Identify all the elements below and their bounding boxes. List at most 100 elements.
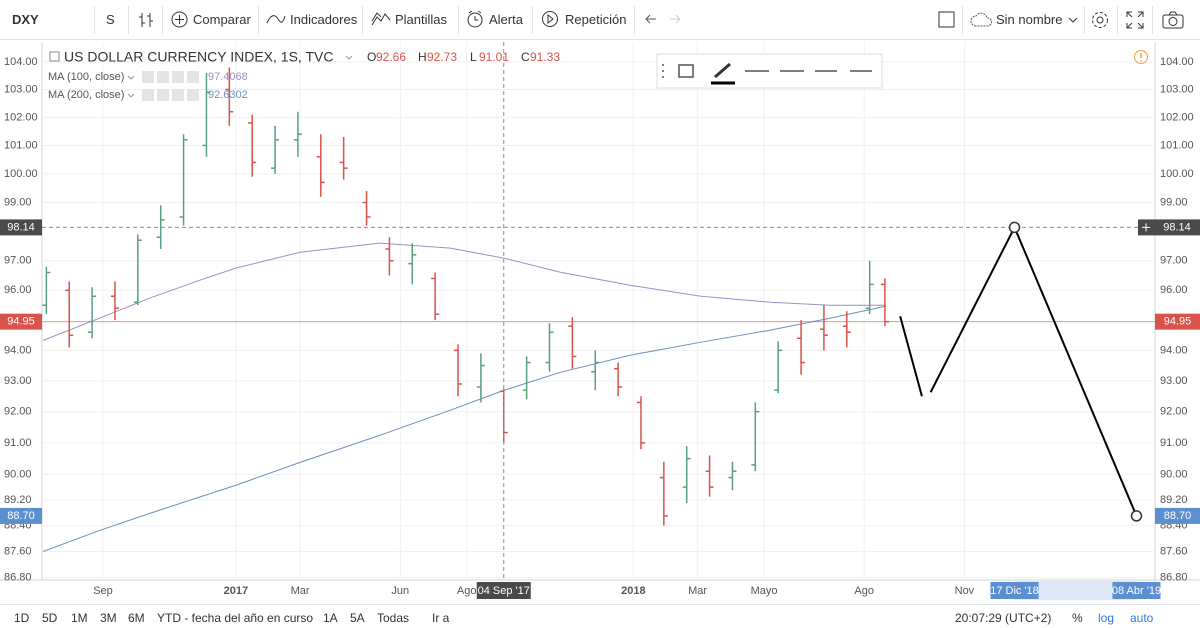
x-tick-label: Jun [391,585,409,597]
study-control [142,71,154,83]
study-caret [127,93,135,98]
x-tick-label: Mar [291,585,310,597]
drawing-time-label: 08 Abr '19 [1112,585,1161,597]
cloud-icon[interactable] [970,12,994,28]
snapshot-icon[interactable] [1162,11,1184,29]
range-button[interactable]: 6M [128,611,145,625]
study-control [172,89,184,101]
drawing-toolbar-icons [662,64,872,78]
drawing-time-box [990,582,1039,599]
legend-letter: C [521,50,530,64]
alert-badge [1134,50,1148,64]
undo-redo[interactable] [644,13,684,25]
y-tick-label: 86.80 [1160,572,1188,584]
fullscreen-toggle[interactable] [938,11,955,28]
y-tick-label-left: 86.80 [4,572,32,584]
drawing-price-label: 88.70 [7,510,35,522]
x-tick-label: Mar [688,585,707,597]
last-price-label: 94.95 [1164,316,1192,328]
y-tick-label-left: 101.00 [4,139,38,151]
y-tick-label-left: 102.00 [4,111,38,123]
range-button[interactable]: 1A [323,611,338,625]
replay-icon[interactable] [541,10,559,28]
replay-button[interactable]: Repetición [565,12,627,27]
study-name: MA (200, close) [48,89,124,101]
layout-name[interactable]: Sin nombre [996,12,1063,27]
symbol[interactable]: DXY [12,12,39,27]
bar-style-icon[interactable] [138,11,154,29]
alert-button[interactable]: Alerta [489,12,523,27]
last-price-box [1155,313,1200,330]
study-control [157,89,169,101]
y-tick-label-left: 99.00 [4,196,32,208]
indicators-button[interactable]: Indicadores [290,12,358,27]
crosshair-plus [1142,223,1150,232]
goto-button[interactable]: Ir a [432,611,450,625]
x-tick-label: 2018 [621,585,645,597]
drawing-anchor [1008,221,1021,234]
layout-caret[interactable] [1068,16,1078,24]
study-value: 92.6302 [208,89,248,101]
drawing-toolbar [656,53,883,89]
y-tick-label-left: 93.00 [4,375,32,387]
y-tick-label-left: 92.00 [4,406,32,418]
y-tick-label-left: 96.00 [4,284,32,296]
compare-icon[interactable] [171,11,188,28]
last-price-box [0,313,42,330]
drawing-price-box [1155,507,1200,524]
auto-toggle[interactable]: auto [1130,611,1154,625]
y-tick-label: 87.60 [1160,545,1188,557]
drawing-time-box [1112,582,1161,599]
log-toggle[interactable]: log [1098,611,1115,625]
y-tick-label: 94.00 [1160,344,1188,356]
y-tick-label-left: 89.20 [4,494,32,506]
x-tick-label: Ago [457,585,477,597]
templates-icon[interactable] [371,11,391,27]
y-tick-label: 99.00 [1160,196,1188,208]
pencil-icon [714,62,731,79]
study-control [142,89,154,101]
alert-icon[interactable] [466,10,484,28]
x-tick-label: 2017 [224,585,248,597]
range-button[interactable]: YTD - fecha del año en curso [157,611,314,625]
range-button[interactable]: 1D [14,611,30,625]
last-price-label: 94.95 [7,316,35,328]
x-tick-label: Sep [93,585,113,597]
range-button[interactable]: Todas [377,611,410,625]
range-button[interactable]: 5A [350,611,365,625]
legend-value: 91.33 [530,50,560,64]
indicators-icon[interactable] [266,13,286,25]
expand-icon[interactable] [1126,11,1144,29]
y-tick-label-left: 94.00 [4,344,32,356]
interval[interactable]: S [106,12,115,27]
clock[interactable]: 20:07:29 (UTC+2) [955,611,1052,625]
moving-average-line [42,242,887,341]
range-button[interactable]: 1M [71,611,88,625]
drawing-time-label: 17 Dic '18 [990,585,1039,597]
study-control [187,71,199,83]
y-tick-label: 89.20 [1160,494,1188,506]
title-caret [345,55,353,60]
chart-title: US DOLLAR CURRENCY INDEX, 1S, TVC [64,49,333,65]
templates-button[interactable]: Plantillas [395,12,448,27]
study-control [172,71,184,83]
settings-icon[interactable] [1090,10,1110,30]
range-button[interactable]: 3M [100,611,117,625]
crosshair-time-label: 04 Sep '17 [478,585,530,597]
crosshair-time-box [476,582,531,599]
y-tick-label: 92.00 [1160,406,1188,418]
crosshair-price-box [0,219,42,236]
symbol-icon [49,51,60,62]
percent-toggle[interactable]: % [1072,611,1083,625]
compare-button[interactable]: Comparar [193,12,251,27]
y-tick-label-left: 91.00 [4,437,32,449]
x-tick-label: Nov [955,585,975,597]
drawing-price-box [0,507,42,524]
y-tick-label: 91.00 [1160,437,1188,449]
chart: 104.00 104.00 103.00 103.00 102.00 102.00 101.… [0,40,1200,604]
y-tick-label: 96.00 [1160,284,1188,296]
y-tick-label: 100.00 [1160,168,1194,180]
legend-letter: O [367,50,376,64]
range-button[interactable]: 5D [42,611,58,625]
